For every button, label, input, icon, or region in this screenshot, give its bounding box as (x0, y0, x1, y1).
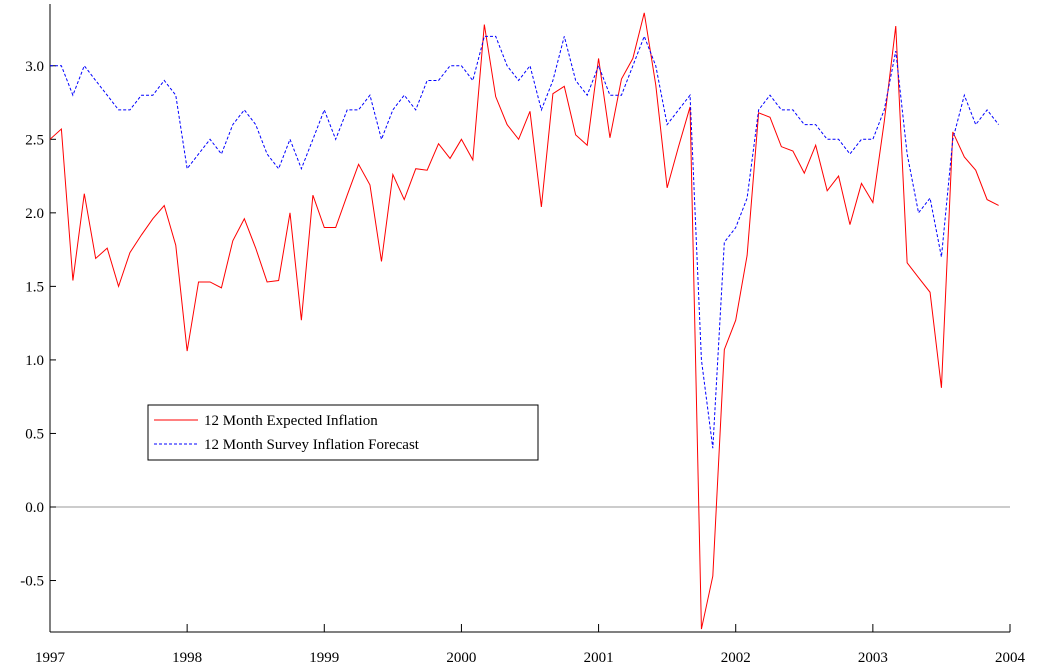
y-tick-label: 3.0 (25, 59, 44, 75)
legend-label: 12 Month Survey Inflation Forecast (204, 437, 420, 453)
x-tick-label: 2004 (995, 650, 1026, 666)
y-tick-label: 1.0 (25, 353, 44, 369)
y-tick-label: 1.5 (25, 279, 44, 295)
x-tick-label: 1998 (172, 650, 202, 666)
y-tick-label: 0.5 (25, 426, 44, 442)
y-tick-label: 0.0 (25, 500, 44, 516)
y-tick-label: 2.5 (25, 132, 44, 148)
x-tick-label: 1997 (35, 650, 66, 666)
legend-box (147, 404, 539, 461)
legend: 12 Month Expected Inflation 12 Month Surv… (147, 404, 539, 461)
x-tick-label: 2000 (446, 650, 476, 666)
series-line (49, 12, 999, 630)
x-tick-label: 1999 (309, 650, 339, 666)
x-tick-label: 2003 (858, 650, 888, 666)
x-tick-label: 2001 (584, 650, 614, 666)
series-line (50, 34, 1000, 449)
legend-label: 12 Month Expected Inflation (204, 413, 378, 429)
y-tick-label: 2.0 (25, 206, 44, 222)
y-tick-label: -0.5 (20, 574, 44, 590)
x-tick-label: 2002 (721, 650, 751, 666)
